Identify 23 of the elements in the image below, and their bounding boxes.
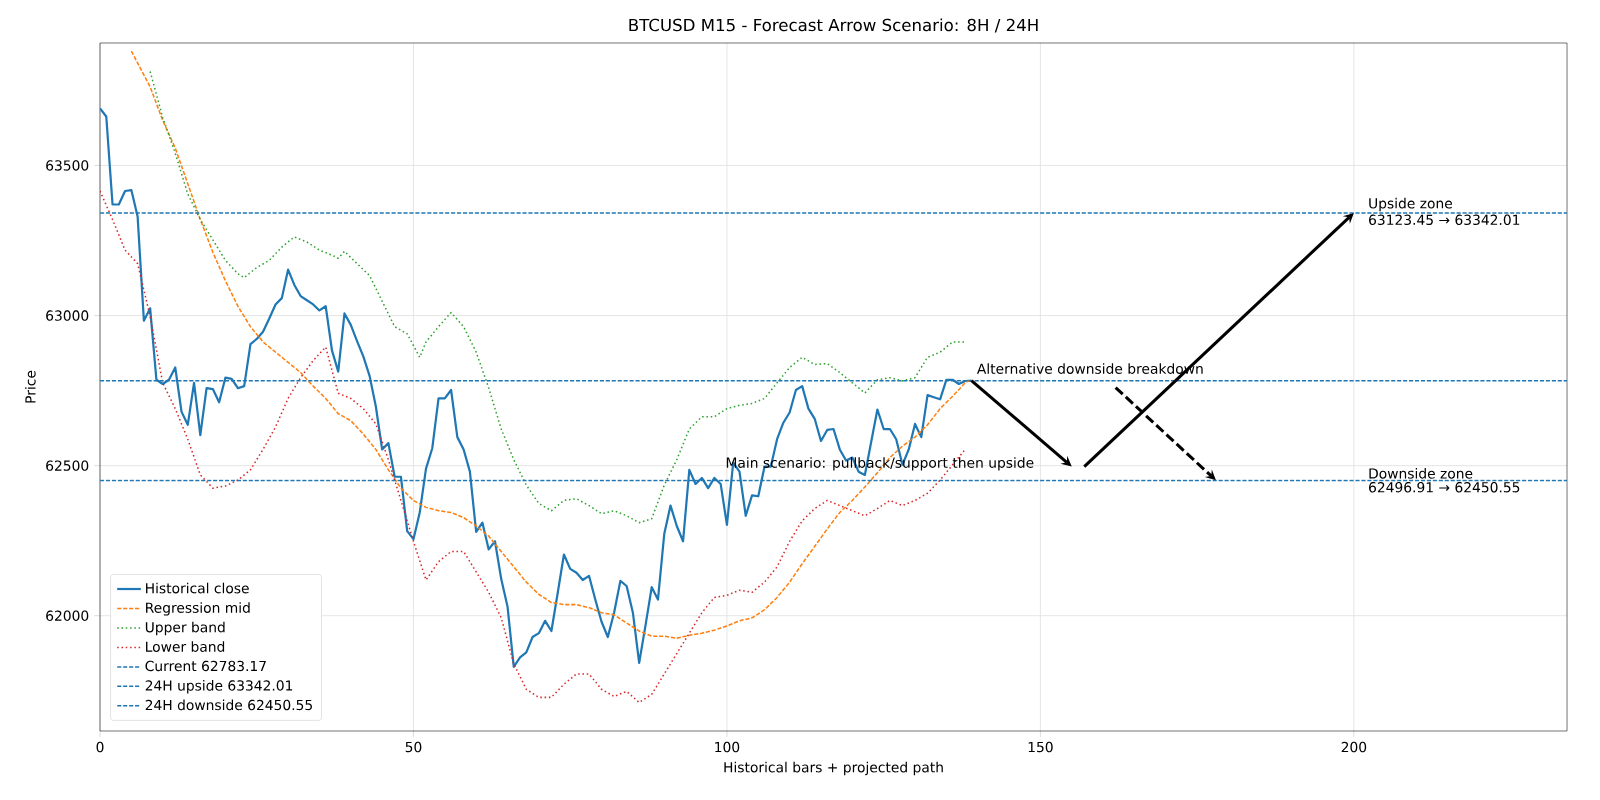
y-tick-label: 63500 xyxy=(46,160,89,171)
x-tick-label: 100 xyxy=(715,741,740,753)
legend-label: 24H downside 62450.55 xyxy=(145,699,312,711)
legend-label: Historical close xyxy=(146,582,249,594)
legend-label: Upper band xyxy=(145,621,225,636)
annotation: Upside zone xyxy=(1369,197,1453,212)
x-tick-label: 150 xyxy=(1028,741,1053,753)
x-tick-label: 200 xyxy=(1341,741,1367,753)
x-tick-label: 0 xyxy=(96,741,104,753)
x-axis-title: Historical bars + projected path xyxy=(724,761,943,776)
legend-label: 24H upside 63342.01 xyxy=(145,679,293,694)
annotation: 62496.91 → 62450.55 xyxy=(1369,482,1520,493)
annotation: 63123.45 → 63342.01 xyxy=(1369,214,1520,226)
legend-label: Current 62783.17 xyxy=(145,660,266,672)
legend-label: Regression mid xyxy=(146,602,250,616)
legend-label: Lower band xyxy=(146,641,225,652)
annotation: Downside zone xyxy=(1369,467,1473,479)
chart-title: BTCUSD M15 - Forecast Arrow Scenario: 8H / 24H xyxy=(629,18,1038,33)
x-tick-label: 50 xyxy=(405,741,422,753)
y-tick-label: 63000 xyxy=(46,310,89,321)
y-tick-label: 62000 xyxy=(46,610,89,621)
y-axis-title: Price xyxy=(24,370,36,403)
y-tick-label: 62500 xyxy=(46,460,89,471)
